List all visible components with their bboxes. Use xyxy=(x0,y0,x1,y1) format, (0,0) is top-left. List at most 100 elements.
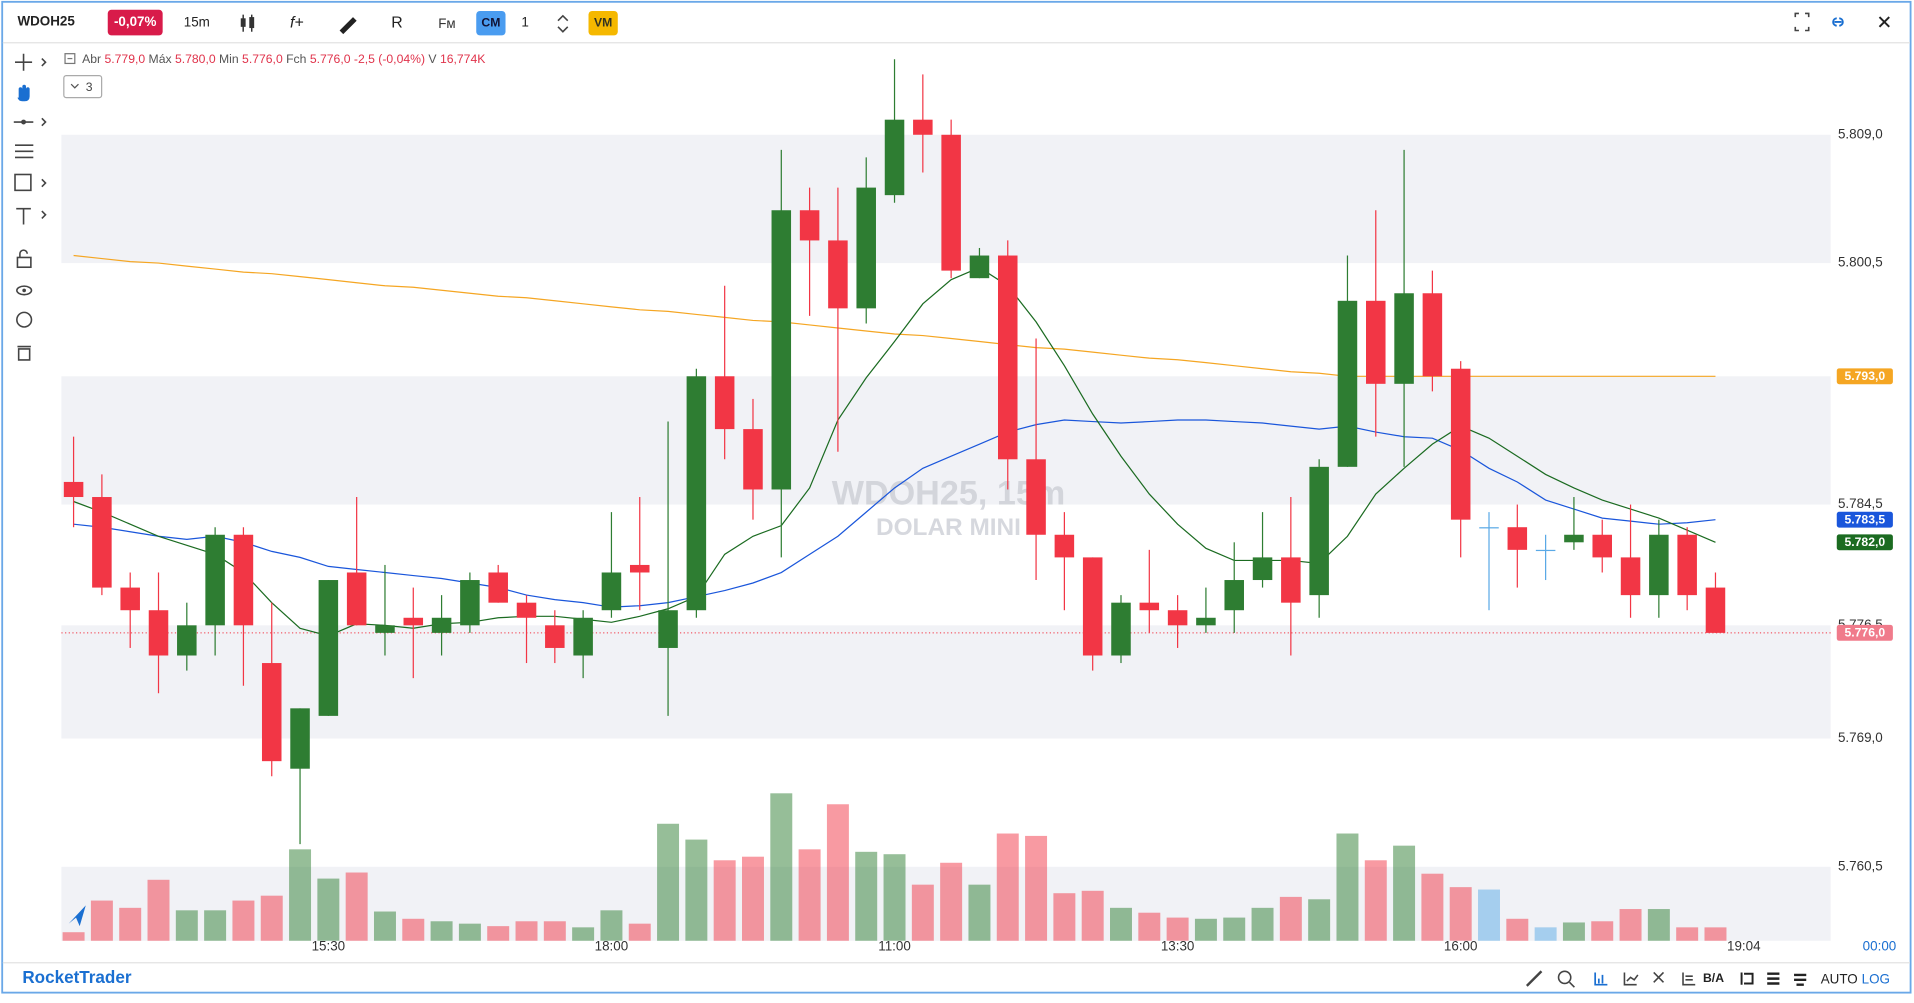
fib-tool[interactable] xyxy=(15,144,34,159)
candles-button[interactable] xyxy=(240,14,255,32)
vm-box[interactable] xyxy=(588,10,618,36)
timeframe[interactable]: 15m xyxy=(184,15,210,30)
collapsed-count: 3 xyxy=(86,80,93,94)
volume-bar xyxy=(1393,845,1416,941)
volume-bar xyxy=(1364,860,1387,941)
candle-body xyxy=(573,617,593,656)
volume-toggle[interactable] xyxy=(1594,972,1608,986)
volume-bar xyxy=(1251,907,1274,941)
open-label: Abr xyxy=(82,52,101,66)
candle-body xyxy=(1026,459,1046,535)
candle-body xyxy=(1535,549,1556,552)
list-toggle[interactable] xyxy=(1767,972,1780,985)
close-label: Fch xyxy=(286,52,306,66)
ba-toggle[interactable]: B/A xyxy=(1703,971,1724,985)
volume-bar xyxy=(685,839,708,941)
candle-body xyxy=(1337,300,1358,467)
candle-body xyxy=(969,255,990,279)
candle-body xyxy=(120,587,140,611)
volume-bar xyxy=(1591,921,1614,941)
candle-body xyxy=(1167,610,1188,626)
zoom-tool[interactable] xyxy=(1557,970,1572,985)
volume-bar xyxy=(628,923,651,941)
hand-tool[interactable] xyxy=(17,84,30,102)
fullscreen-button[interactable] xyxy=(1794,12,1810,32)
fm-button[interactable]: Fᴍ xyxy=(438,16,455,31)
x-tick-label: 11:00 xyxy=(878,938,911,953)
rect-tool[interactable] xyxy=(14,173,32,192)
left-toolbar xyxy=(13,53,47,361)
candle-body xyxy=(828,240,848,309)
candle-body xyxy=(771,210,792,490)
volume-bar xyxy=(826,804,849,941)
volume-bar xyxy=(1138,912,1161,941)
draw-button[interactable] xyxy=(339,17,357,35)
link-button[interactable] xyxy=(1832,17,1844,27)
navigator xyxy=(68,905,86,927)
legend-toggle[interactable] xyxy=(64,53,76,65)
candle-body xyxy=(913,119,933,135)
price-tag xyxy=(1836,511,1893,528)
crosshair-tool[interactable] xyxy=(15,53,33,71)
cross-toggle[interactable] xyxy=(1653,971,1665,983)
candle-body xyxy=(1677,534,1697,596)
close: 5.776,0 xyxy=(310,52,351,66)
volume-bar xyxy=(996,833,1019,941)
grid-toggle[interactable] xyxy=(1682,972,1696,986)
grid-band xyxy=(61,376,1831,505)
ohlc-legend: Abr 5.779,0 Máx 5.780,0 Min 5.776,0 Fch … xyxy=(82,52,485,66)
watermark-subtitle: DOLAR MINI xyxy=(876,514,1021,541)
book-toggle[interactable] xyxy=(1740,972,1754,985)
price-tag-label: 5.793,0 xyxy=(1844,369,1885,383)
volume-bar xyxy=(1562,922,1585,941)
volume-bar xyxy=(1053,893,1076,941)
log-toggle[interactable]: LOG xyxy=(1862,971,1890,986)
close-button[interactable] xyxy=(1878,16,1890,28)
candle-body xyxy=(1139,602,1160,611)
volume-bar xyxy=(1166,917,1189,941)
volume-bar xyxy=(402,918,425,941)
reset-button[interactable]: R xyxy=(391,14,402,31)
lock-tool[interactable] xyxy=(16,256,32,269)
candle-body xyxy=(799,210,820,241)
indicators-collapse[interactable] xyxy=(63,75,103,99)
volume-bar xyxy=(1081,890,1104,941)
moving-average-line xyxy=(73,254,1716,377)
indicators-button[interactable]: f+ xyxy=(290,14,304,31)
candle-body xyxy=(545,625,565,648)
volume-bar xyxy=(119,907,142,941)
candle-body xyxy=(63,481,84,498)
volume-bar xyxy=(1704,927,1727,941)
volume-bar xyxy=(1110,907,1132,941)
line-toggle[interactable] xyxy=(1623,972,1639,986)
volume-bar xyxy=(90,900,113,941)
change: -2,5 (-0,04%) xyxy=(354,52,425,66)
volume-bar xyxy=(175,910,198,941)
delete-tool[interactable] xyxy=(17,345,31,361)
change-pill xyxy=(107,9,163,36)
volume-bar xyxy=(147,879,170,941)
ruler-tool[interactable] xyxy=(1525,970,1543,987)
volume-bar xyxy=(1506,918,1529,941)
text-tool[interactable] xyxy=(16,207,31,225)
volume-bar xyxy=(968,884,991,941)
x-tick-label: 16:00 xyxy=(1444,938,1478,953)
vm[interactable]: VM xyxy=(594,15,612,29)
candle-body xyxy=(856,187,876,309)
volume-bar xyxy=(713,860,736,941)
candle-body xyxy=(488,572,508,603)
volume-bar xyxy=(1194,918,1217,941)
cm-box[interactable] xyxy=(476,10,506,36)
candle-body xyxy=(318,580,339,716)
spinner[interactable] xyxy=(557,14,569,33)
visibility-tool[interactable] xyxy=(16,285,33,296)
menu-toggle[interactable] xyxy=(1794,973,1807,986)
volume: 16,774K xyxy=(440,52,485,66)
cm[interactable]: CM xyxy=(481,15,500,29)
quantity[interactable]: 1 xyxy=(521,15,528,30)
help-tool[interactable] xyxy=(16,311,33,328)
symbol[interactable]: WDOH25 xyxy=(17,14,75,29)
auto-toggle[interactable]: AUTO xyxy=(1821,971,1858,986)
price-tag-label: 5.782,0 xyxy=(1844,535,1885,549)
low: 5.776,0 xyxy=(242,52,283,66)
